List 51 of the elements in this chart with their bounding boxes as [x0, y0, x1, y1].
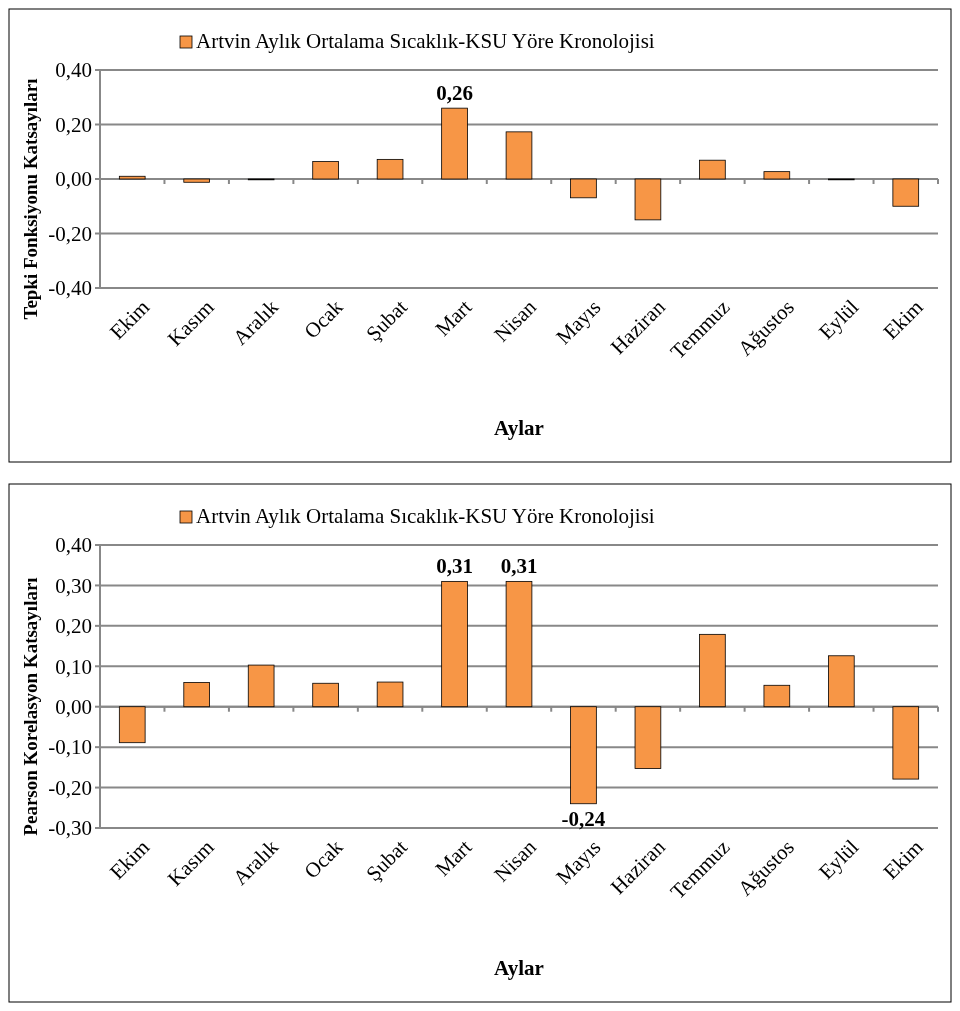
x-axis-title: Aylar	[494, 416, 544, 440]
bar	[183, 682, 210, 708]
y-axis-title: Pearson Korelasyon Katsayıları	[19, 577, 41, 836]
data-label: -0,24	[561, 806, 606, 831]
bar	[505, 580, 533, 708]
y-tick-label: -0,20	[48, 221, 92, 246]
bar	[634, 706, 662, 769]
bar	[570, 178, 597, 199]
y-tick-label: -0,20	[48, 775, 92, 800]
y-tick-label: 0,40	[55, 533, 92, 558]
y-tick-label: 0,40	[55, 58, 92, 83]
bar	[376, 681, 404, 708]
bar	[441, 107, 468, 180]
y-axis-title: Tepki Fonksiyonu Katsayıları	[19, 78, 41, 320]
bar	[118, 706, 146, 744]
y-tick-label: 0,30	[55, 573, 92, 598]
bar	[118, 175, 146, 180]
bar	[892, 706, 920, 780]
bar	[505, 131, 533, 180]
x-tick-label: Mart	[430, 834, 477, 881]
bar	[570, 706, 597, 805]
x-axis-title: Aylar	[494, 956, 544, 980]
bar	[763, 684, 791, 708]
bar	[763, 171, 791, 180]
x-tick-label: Ocak	[299, 834, 348, 884]
y-tick-label: 0,10	[55, 654, 92, 679]
bar	[247, 664, 275, 708]
bar	[441, 580, 468, 708]
legend-label: Artvin Aylık Ortalama Sıcaklık-KSU Yöre Kronolojisi	[196, 29, 655, 53]
bar	[892, 178, 920, 207]
y-tick-label: -0,10	[48, 735, 92, 760]
data-label: 0,31	[500, 554, 538, 579]
y-tick-label: 0,20	[55, 112, 92, 137]
bar	[828, 655, 855, 708]
bar	[634, 178, 662, 221]
y-tick-label: -0,30	[48, 816, 92, 841]
legend-label: Artvin Aylık Ortalama Sıcaklık-KSU Yöre Kronolojisi	[196, 504, 655, 528]
data-label: 0,26	[436, 81, 473, 106]
y-tick-label: 0,00	[55, 167, 92, 192]
bar	[699, 159, 726, 180]
x-tick-label: Mart	[430, 294, 477, 341]
bar	[376, 158, 404, 180]
y-tick-label: 0,00	[55, 695, 92, 720]
bar	[183, 178, 210, 183]
data-label: 0,31	[436, 554, 473, 579]
x-tick-label: Ocak	[299, 294, 348, 344]
bar	[312, 161, 339, 180]
bar	[312, 682, 339, 708]
y-tick-label: -0,40	[48, 276, 92, 301]
y-tick-label: 0,20	[55, 614, 92, 639]
bar	[699, 633, 726, 708]
